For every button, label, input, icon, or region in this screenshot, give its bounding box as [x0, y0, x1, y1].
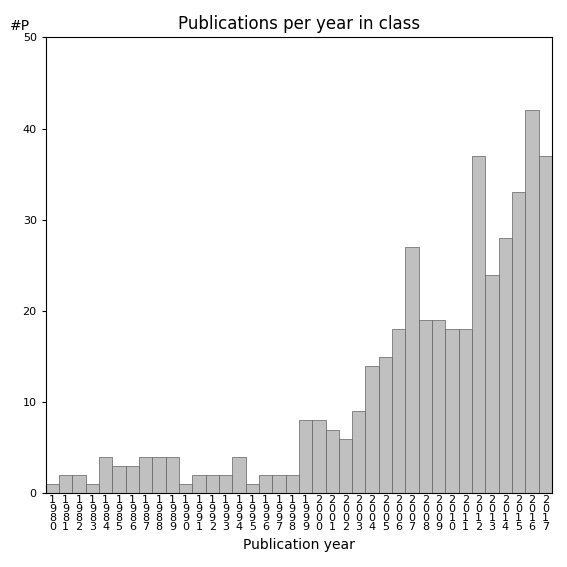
Bar [46, 484, 59, 493]
Bar [312, 421, 325, 493]
Bar [112, 466, 126, 493]
Text: #P: #P [10, 19, 31, 33]
Bar [139, 457, 153, 493]
Bar [352, 411, 366, 493]
Bar [432, 320, 446, 493]
Bar [259, 475, 272, 493]
Bar [512, 192, 526, 493]
Bar [325, 430, 339, 493]
Bar [526, 111, 539, 493]
Title: Publications per year in class: Publications per year in class [178, 15, 420, 33]
Bar [499, 238, 512, 493]
Bar [379, 357, 392, 493]
Bar [299, 421, 312, 493]
Bar [286, 475, 299, 493]
Bar [73, 475, 86, 493]
Bar [59, 475, 73, 493]
Bar [366, 366, 379, 493]
Bar [192, 475, 206, 493]
Bar [339, 439, 352, 493]
Bar [126, 466, 139, 493]
Bar [86, 484, 99, 493]
Bar [419, 320, 432, 493]
Bar [166, 457, 179, 493]
Bar [459, 329, 472, 493]
Bar [206, 475, 219, 493]
Bar [219, 475, 232, 493]
Bar [446, 329, 459, 493]
X-axis label: Publication year: Publication year [243, 538, 355, 552]
Bar [485, 274, 499, 493]
Bar [232, 457, 246, 493]
Bar [539, 156, 552, 493]
Bar [272, 475, 286, 493]
Bar [246, 484, 259, 493]
Bar [153, 457, 166, 493]
Bar [472, 156, 485, 493]
Bar [99, 457, 112, 493]
Bar [392, 329, 405, 493]
Bar [179, 484, 192, 493]
Bar [405, 247, 419, 493]
